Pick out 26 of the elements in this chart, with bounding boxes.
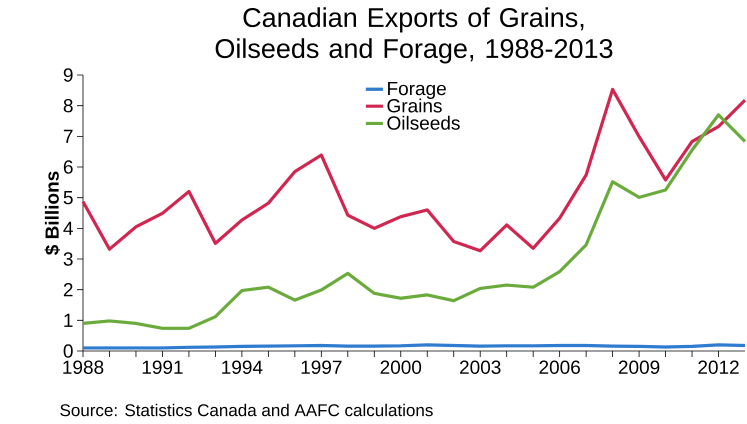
x-tick-label: 1991 bbox=[142, 360, 183, 374]
y-tick-label: 6 bbox=[64, 160, 73, 174]
legend-label: Forage bbox=[388, 82, 446, 99]
y-tick-label: 0 bbox=[64, 344, 73, 358]
source-note: Source: Statistics Canada and AAFC calculations bbox=[60, 404, 433, 416]
y-axis-title: $ Billions bbox=[44, 172, 60, 255]
legend-label: Oilseeds bbox=[387, 116, 460, 130]
x-tick-label: 1988 bbox=[63, 360, 104, 374]
x-tick-label: 1997 bbox=[302, 360, 342, 374]
x-tick-label: 2006 bbox=[539, 360, 580, 374]
y-tick-label: 7 bbox=[64, 130, 73, 143]
y-tick-label: 2 bbox=[64, 283, 73, 296]
x-tick-label: 2000 bbox=[380, 360, 422, 374]
chart-title: Canadian Exports of Grains, Oilseeds and Forage, 1988-2013 bbox=[216, 7, 612, 64]
y-tick-label: 4 bbox=[63, 222, 73, 235]
x-tick-label: 2009 bbox=[618, 360, 660, 374]
x-tick-label: 2003 bbox=[460, 360, 500, 374]
y-tick-label: 8 bbox=[64, 98, 73, 112]
x-tick-label: 1994 bbox=[222, 360, 262, 374]
line-series bbox=[81, 113, 747, 330]
y-tick-label: 3 bbox=[64, 252, 73, 266]
legend-label: Grains bbox=[387, 98, 442, 112]
y-tick-label: 1 bbox=[64, 314, 73, 327]
y-tick-label: 5 bbox=[64, 191, 73, 204]
y-tick-label: 9 bbox=[64, 68, 73, 82]
x-tick-label: 2012 bbox=[698, 360, 739, 374]
